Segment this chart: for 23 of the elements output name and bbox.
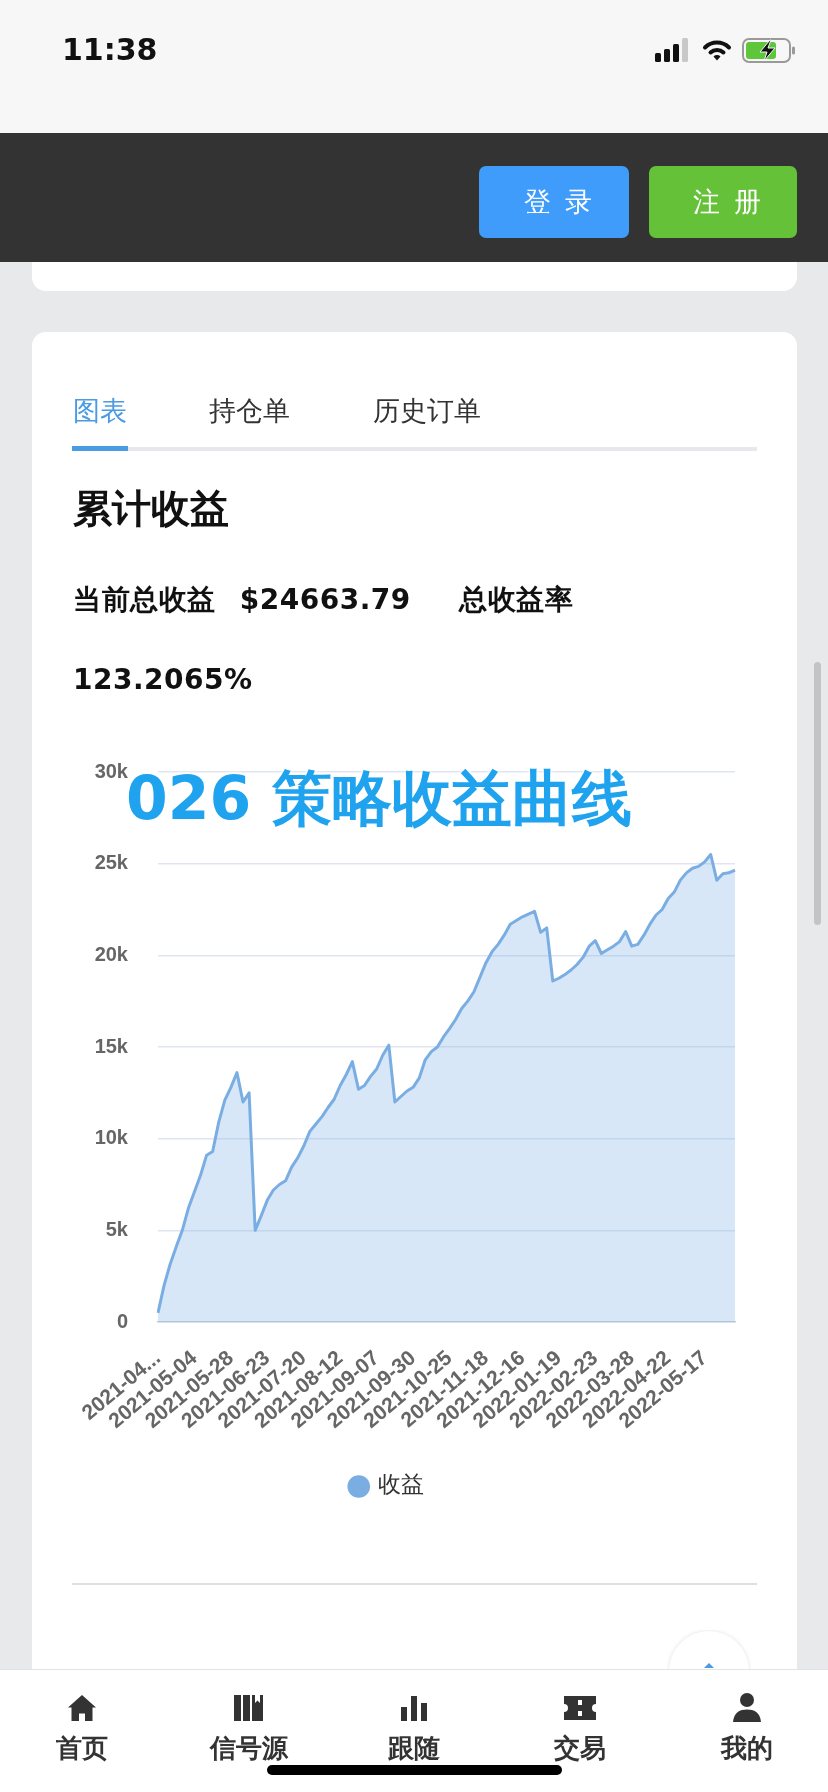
legend-label: 收益 bbox=[378, 1471, 425, 1498]
text: 登录 bbox=[524, 185, 606, 219]
text: 信号源 bbox=[208, 1732, 289, 1765]
chart-title: 累计收益 bbox=[73, 485, 229, 533]
y-tick-label: 15k bbox=[94, 1034, 129, 1057]
text: 持仓单 bbox=[209, 394, 290, 428]
y-tick-label: 20k bbox=[94, 942, 129, 965]
text: 我的 bbox=[719, 1732, 774, 1765]
text: 123.2065% bbox=[73, 662, 253, 698]
text: 11:38 bbox=[62, 31, 158, 69]
y-tick-label: 5k bbox=[105, 1217, 129, 1240]
text: 图表 bbox=[73, 394, 127, 428]
y-tick-label: 25k bbox=[94, 851, 129, 874]
text: 注册 bbox=[693, 185, 775, 219]
y-tick-label: 30k bbox=[94, 759, 129, 782]
text: 跟随 bbox=[387, 1732, 441, 1765]
text: 历史订单 bbox=[373, 394, 481, 428]
y-tick-label: 10k bbox=[94, 1126, 129, 1149]
y-tick-label: 0 bbox=[116, 1309, 128, 1332]
text: 首页 bbox=[55, 1732, 109, 1765]
text: 总收益率 bbox=[459, 582, 573, 618]
text: 当前总收益 $24663.79 bbox=[73, 582, 411, 618]
text: 交易 bbox=[553, 1732, 607, 1765]
